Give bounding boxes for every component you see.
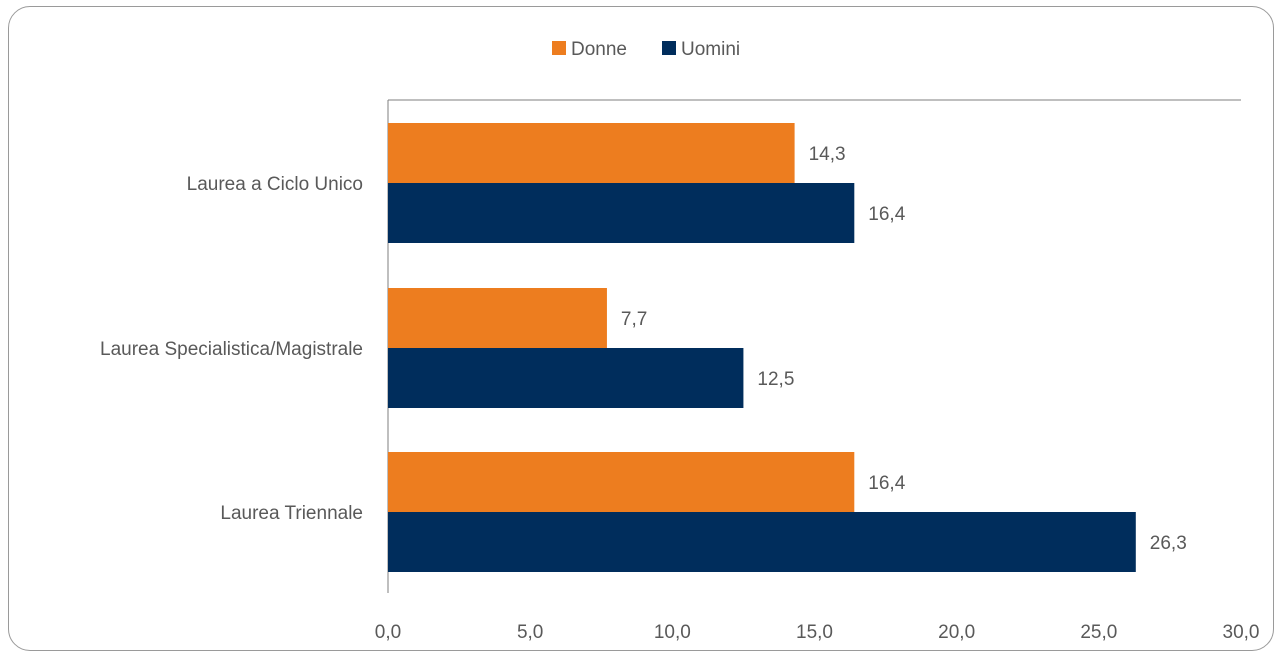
data-label-donne-2: 16,4 (868, 473, 905, 494)
legend-swatch-uomini (662, 41, 676, 55)
bar-uomini-2 (388, 512, 1136, 572)
bar-uomini-1 (388, 348, 744, 408)
bar-uomini-0 (388, 183, 855, 243)
category-label-1: Laurea Specialistica/Magistrale (100, 339, 363, 360)
x-tick-label-5: 25,0 (1080, 622, 1117, 643)
x-tick-label-2: 10,0 (654, 622, 691, 643)
x-tick-label-3: 15,0 (796, 622, 833, 643)
category-label-0: Laurea a Ciclo Unico (187, 174, 363, 195)
data-label-donne-1: 7,7 (621, 309, 647, 330)
legend-swatch-donne (552, 41, 566, 55)
data-label-uomini-2: 26,3 (1150, 533, 1187, 554)
legend-label-uomini: Uomini (681, 39, 740, 60)
bar-donne-2 (388, 452, 855, 512)
bar-donne-0 (388, 123, 795, 183)
category-label-2: Laurea Triennale (220, 503, 363, 524)
data-label-donne-0: 14,3 (809, 144, 846, 165)
data-label-uomini-0: 16,4 (868, 204, 905, 225)
data-label-uomini-1: 12,5 (757, 369, 794, 390)
x-tick-label-4: 20,0 (938, 622, 975, 643)
x-tick-label-1: 5,0 (517, 622, 543, 643)
legend-label-donne: Donne (571, 39, 627, 60)
x-tick-label-0: 0,0 (375, 622, 401, 643)
bar-donne-1 (388, 288, 607, 348)
x-tick-label-6: 30,0 (1223, 622, 1260, 643)
